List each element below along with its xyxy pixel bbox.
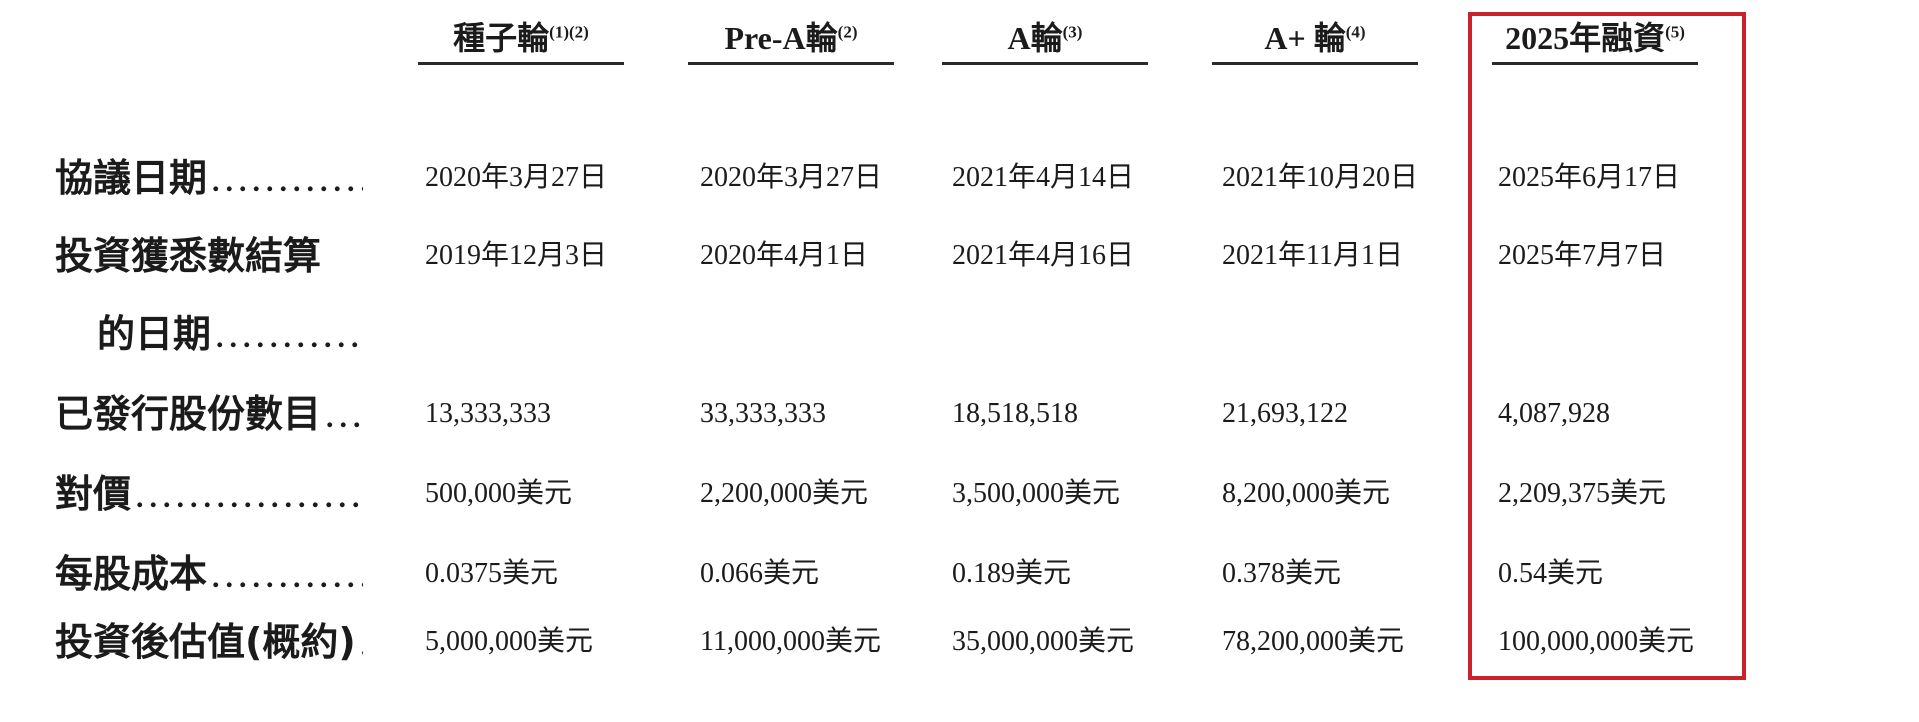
row-label: 每股成本.............. bbox=[55, 551, 363, 601]
column-header-pre-a-round: Pre-A輪(2) bbox=[688, 16, 894, 65]
column-header-label: 種子輪 bbox=[453, 20, 550, 56]
cell-value: 2025年6月17日 bbox=[1498, 162, 1681, 193]
cell-value: 13,333,333 bbox=[425, 398, 551, 429]
column-header-label: A輪 bbox=[1007, 20, 1063, 56]
cell-value: 2021年4月14日 bbox=[952, 162, 1135, 193]
row-label-text: 已發行股份數目 bbox=[55, 392, 322, 436]
footnote-marker: (4) bbox=[1345, 22, 1366, 42]
cell-value: 0.378美元 bbox=[1222, 558, 1342, 589]
cell-value: 2020年3月27日 bbox=[700, 162, 883, 193]
table-row-post-money-valuation: 投資後估值(概約)...... 5,000,000美元 11,000,000美元… bbox=[0, 619, 1919, 665]
cell-value: 35,000,000美元 bbox=[952, 626, 1135, 657]
dot-leader: .............. bbox=[212, 561, 363, 594]
column-header-label: A+ 輪 bbox=[1264, 20, 1346, 56]
dot-leader: ........ bbox=[326, 401, 363, 434]
cell-value: 21,693,122 bbox=[1222, 398, 1348, 429]
table-row-settlement-date-line2: 的日期.............. bbox=[0, 311, 1919, 357]
row-label-text: 協議日期 bbox=[55, 156, 208, 200]
column-header-a-round: A輪(3) bbox=[942, 16, 1148, 65]
cell-value: 2025年7月7日 bbox=[1498, 240, 1667, 271]
cell-value: 2020年4月1日 bbox=[700, 240, 869, 271]
cell-value: 4,087,928 bbox=[1498, 398, 1610, 429]
row-label-text: 投資獲悉數結算 bbox=[55, 234, 322, 278]
dot-leader: ...... bbox=[361, 623, 363, 669]
row-label: 的日期.............. bbox=[55, 311, 363, 361]
column-header-2025-financing: 2025年融資(5) bbox=[1492, 16, 1698, 65]
table-row-agreement-date: 協議日期.............. 2020年3月27日 2020年3月27日… bbox=[0, 155, 1919, 201]
cell-value: 8,200,000美元 bbox=[1222, 478, 1391, 509]
column-header-a-plus-round: A+ 輪(4) bbox=[1212, 16, 1418, 65]
cell-value: 33,333,333 bbox=[700, 398, 826, 429]
table-row-shares-issued: 已發行股份數目........ 13,333,333 33,333,333 18… bbox=[0, 391, 1919, 437]
dot-leader: ................. bbox=[136, 481, 363, 514]
cell-value: 5,000,000美元 bbox=[425, 626, 594, 657]
cell-value: 100,000,000美元 bbox=[1498, 626, 1695, 657]
cell-value: 2,209,375美元 bbox=[1498, 478, 1667, 509]
row-label: 投資獲悉數結算 bbox=[55, 233, 363, 279]
cell-value: 2019年12月3日 bbox=[425, 240, 608, 271]
row-label: 對價................. bbox=[55, 471, 363, 521]
cell-value: 2021年11月1日 bbox=[1222, 240, 1403, 271]
row-label-text: 投資後估值(概約) bbox=[55, 620, 356, 664]
cell-value: 2021年4月16日 bbox=[952, 240, 1135, 271]
cell-value: 500,000美元 bbox=[425, 478, 573, 509]
row-label-text: 的日期 bbox=[97, 312, 212, 356]
column-header-seed-round: 種子輪(1)(2) bbox=[418, 16, 624, 65]
cell-value: 0.54美元 bbox=[1498, 558, 1604, 589]
row-label: 已發行股份數目........ bbox=[55, 391, 363, 441]
cell-value: 18,518,518 bbox=[952, 398, 1078, 429]
row-label: 投資後估值(概約)...... bbox=[55, 619, 363, 669]
table-row-cost-per-share: 每股成本.............. 0.0375美元 0.066美元 0.18… bbox=[0, 551, 1919, 597]
cell-value: 0.189美元 bbox=[952, 558, 1072, 589]
footnote-marker: (1)(2) bbox=[549, 22, 589, 42]
cell-value: 11,000,000美元 bbox=[700, 626, 881, 657]
dot-leader: .............. bbox=[212, 165, 363, 198]
row-label-text: 對價 bbox=[55, 472, 132, 516]
row-label-text: 每股成本 bbox=[55, 552, 208, 596]
table-row-settlement-date-line1: 投資獲悉數結算 2019年12月3日 2020年4月1日 2021年4月16日 … bbox=[0, 233, 1919, 279]
cell-value: 78,200,000美元 bbox=[1222, 626, 1405, 657]
cell-value: 0.0375美元 bbox=[425, 558, 559, 589]
cell-value: 2021年10月20日 bbox=[1222, 162, 1419, 193]
footnote-marker: (3) bbox=[1062, 22, 1083, 42]
column-header-label: 2025年融資 bbox=[1505, 20, 1666, 56]
dot-leader: .............. bbox=[216, 321, 363, 354]
cell-value: 2,200,000美元 bbox=[700, 478, 869, 509]
cell-value: 3,500,000美元 bbox=[952, 478, 1121, 509]
cell-value: 0.066美元 bbox=[700, 558, 820, 589]
row-label: 協議日期.............. bbox=[55, 155, 363, 205]
footnote-marker: (5) bbox=[1665, 22, 1685, 42]
cell-value: 2020年3月27日 bbox=[425, 162, 608, 193]
column-header-label: Pre-A輪 bbox=[724, 20, 838, 56]
table-row-consideration: 對價................. 500,000美元 2,200,000美… bbox=[0, 471, 1919, 517]
footnote-marker: (2) bbox=[837, 22, 858, 42]
